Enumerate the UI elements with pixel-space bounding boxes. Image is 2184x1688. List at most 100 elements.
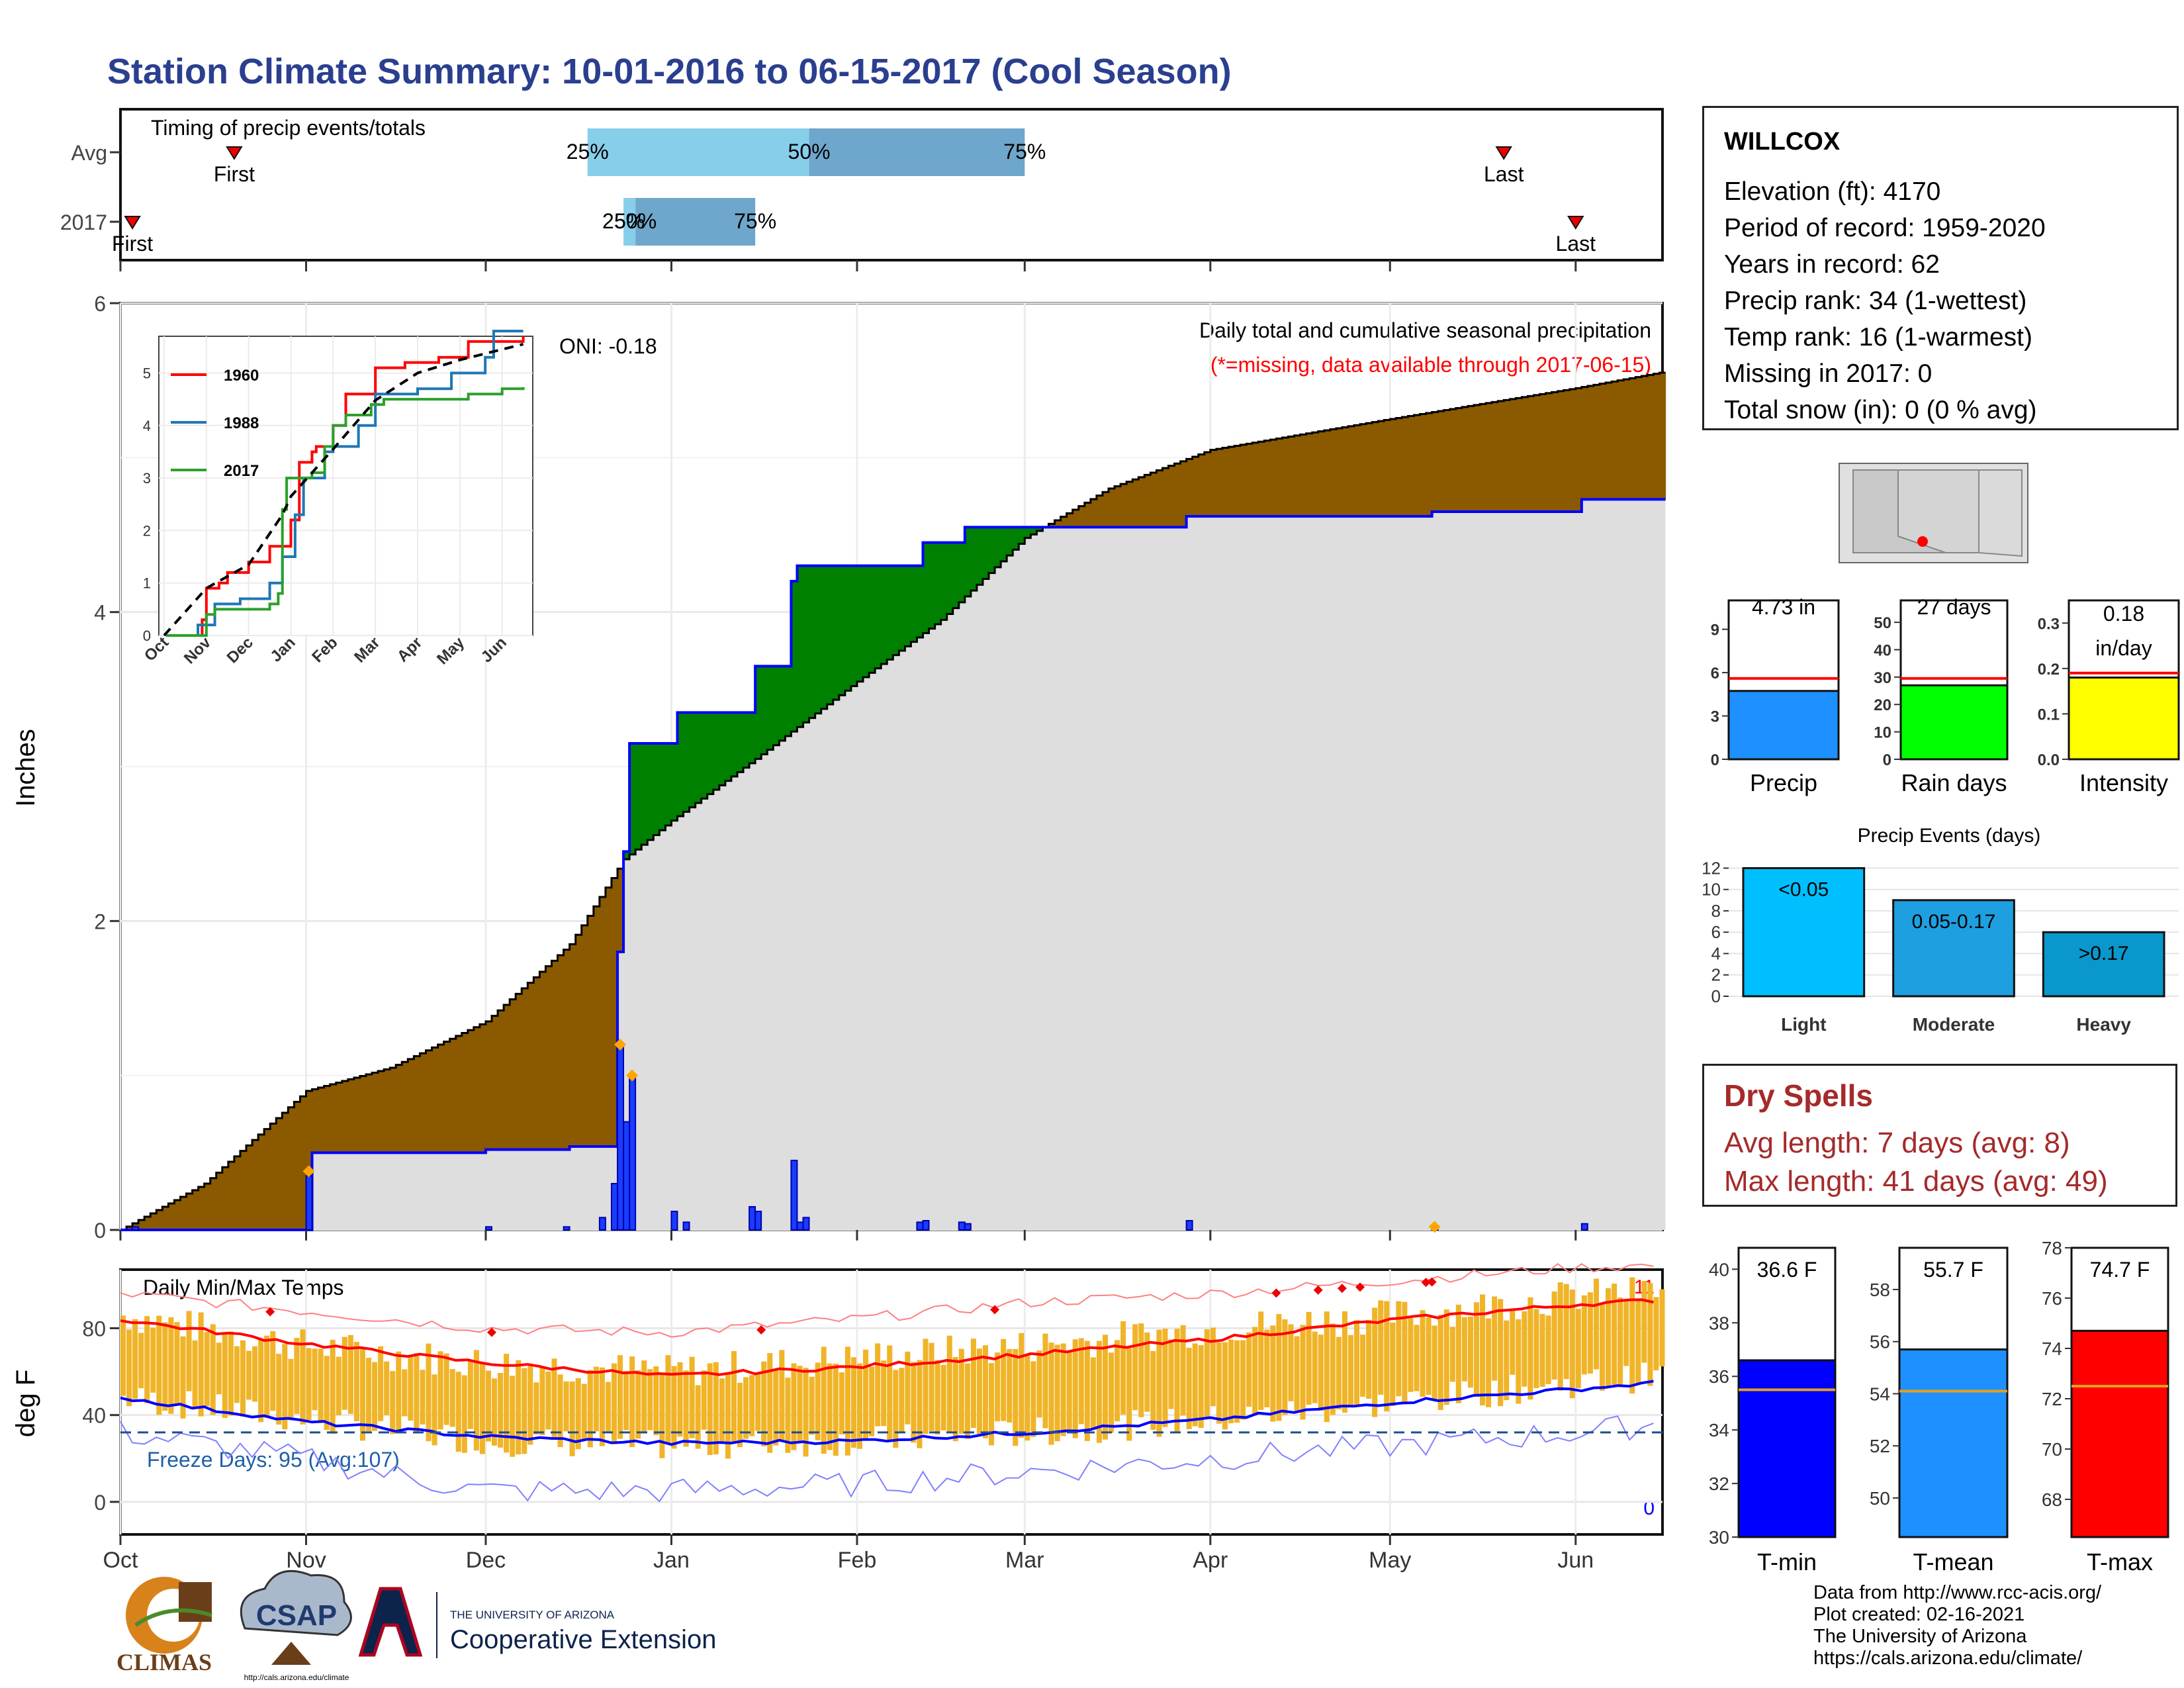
temp-xtick-label: Jan — [653, 1548, 690, 1573]
summary-ytick-label: 50 — [1874, 614, 1891, 632]
precip-deficit-fill — [414, 1056, 421, 1153]
daily-temp-bar — [1527, 1297, 1533, 1400]
precip-deficit-fill — [527, 982, 534, 1150]
timing-quartile-label: 25% — [567, 140, 609, 164]
daily-temp-bar — [210, 1324, 216, 1415]
temp-summary-value-label: 55.7 F — [1923, 1258, 1983, 1282]
temp-ytick-label: 80 — [82, 1317, 106, 1341]
record-low-line — [120, 1415, 1654, 1503]
precip-deficit-fill — [1443, 410, 1451, 512]
precip-surplus-fill — [844, 565, 852, 691]
precip-deficit-fill — [449, 1039, 457, 1153]
precip-deficit-fill — [1109, 489, 1115, 528]
precip-deficit-fill — [473, 1027, 480, 1153]
daily-temp-bar — [545, 1371, 551, 1430]
record-low-count: 0 — [1643, 1497, 1655, 1519]
precip-deficit-fill — [204, 1184, 211, 1230]
daily-temp-bar — [467, 1360, 473, 1429]
daily-temp-bar — [773, 1369, 779, 1446]
daily-temp-bar — [120, 1315, 126, 1396]
precip-deficit-fill — [1054, 520, 1062, 528]
precip-deficit-fill — [1324, 430, 1331, 516]
precip-deficit-fill — [1480, 404, 1486, 512]
precip-deficit-fill — [1408, 416, 1415, 516]
temp-xtick-label: Oct — [103, 1548, 138, 1573]
precip-deficit-fill — [1593, 385, 1600, 500]
daily-temp-bar — [958, 1348, 964, 1434]
inset-frame — [158, 336, 533, 636]
daily-temp-bar — [126, 1329, 132, 1407]
daily-temp-bar — [138, 1333, 144, 1389]
inset-legend-label: 1960 — [224, 367, 259, 385]
daily-temp-bar — [437, 1351, 443, 1430]
precip-title: Daily total and cumulative seasonal prec… — [1199, 318, 1651, 342]
daily-temp-bar — [150, 1327, 156, 1393]
daily-temp-bar — [1354, 1320, 1360, 1405]
timing-marker-label: Last — [1484, 162, 1524, 186]
daily-precip-bar — [922, 1220, 930, 1231]
precip-surplus-fill — [1001, 527, 1007, 561]
daily-temp-bar — [1366, 1319, 1372, 1399]
dry-spells-box: Dry Spells Avg length: 7 days (avg: 8) M… — [1702, 1064, 2177, 1207]
precip-deficit-fill — [336, 1082, 343, 1153]
precip-normal-fill — [120, 499, 1666, 1231]
daily-temp-bar — [1599, 1303, 1606, 1391]
daily-temp-bar — [1629, 1277, 1635, 1394]
daily-temp-bar — [402, 1369, 408, 1417]
precip-deficit-fill — [1372, 422, 1379, 516]
temp-xtick-label: Feb — [838, 1548, 877, 1573]
temp-summary-ytick-label: 38 — [1709, 1313, 1729, 1333]
daily-temp-bar — [461, 1375, 467, 1453]
record-high-point — [1337, 1284, 1347, 1293]
precip-deficit-fill — [1545, 393, 1553, 512]
precip-deficit-fill — [258, 1134, 265, 1230]
precip-deficit-fill — [420, 1053, 427, 1153]
precip-surplus-fill — [827, 565, 834, 704]
precip-deficit-fill — [1342, 427, 1349, 516]
inset-ytick-label: 5 — [143, 365, 151, 382]
events-bar-Light — [1742, 867, 1866, 998]
temp-xtick-label: Apr — [1193, 1548, 1228, 1573]
csap-wordmark: CSAP — [256, 1599, 337, 1632]
daily-precip-bar — [1580, 1223, 1588, 1231]
events-xtick-label: Light — [1781, 1014, 1826, 1035]
daily-temp-bar — [1288, 1324, 1294, 1401]
precip-deficit-fill — [1234, 445, 1241, 516]
precip-deficit-fill — [1498, 400, 1504, 512]
record-high-point — [1313, 1285, 1323, 1295]
csap-url: http://cals.arizona.edu/climate — [244, 1673, 349, 1682]
average-tmin-line — [120, 1380, 1654, 1446]
precip-deficit-fill — [1222, 447, 1229, 516]
daily-temp-bar — [767, 1352, 773, 1453]
daily-precip-bar — [670, 1211, 678, 1231]
daily-temp-bar — [347, 1335, 353, 1414]
events-ytick-label: 6 — [1711, 922, 1721, 942]
precip-deficit-fill — [432, 1047, 439, 1153]
precip-surplus-fill — [839, 565, 846, 696]
temp-xtick-label: Jun — [1557, 1548, 1594, 1573]
precip-deficit-fill — [1066, 513, 1073, 528]
daily-temp-bar — [1300, 1325, 1306, 1420]
daily-temp-bar — [240, 1340, 246, 1417]
daily-temp-bar — [1144, 1332, 1150, 1412]
precip-deficit-fill — [168, 1203, 175, 1230]
precip-deficit-fill — [1120, 484, 1127, 528]
precip-surplus-fill — [707, 712, 714, 794]
daily-temp-bar — [1174, 1329, 1180, 1433]
precip-surplus-fill — [887, 565, 893, 660]
precip-surplus-fill — [989, 527, 995, 573]
daily-temp-bar — [1234, 1340, 1240, 1423]
daily-temp-bar — [174, 1322, 180, 1405]
precip-surplus-fill — [1013, 527, 1019, 550]
daily-temp-bar — [510, 1376, 516, 1457]
daily-temp-bar — [1198, 1345, 1204, 1429]
dry-spells-avg: Avg length: 7 days (avg: 8) — [1724, 1127, 2070, 1159]
precip-deficit-fill — [192, 1190, 199, 1230]
daily-temp-bar — [365, 1358, 372, 1432]
events-bar-label: <0.05 — [1778, 878, 1829, 900]
precip-surplus-fill — [869, 565, 876, 673]
precip-surplus-fill — [719, 712, 726, 786]
precip-ytick-label: 0 — [94, 1219, 106, 1243]
daily-temp-bar — [216, 1342, 222, 1395]
precip-deficit-fill — [138, 1220, 145, 1230]
